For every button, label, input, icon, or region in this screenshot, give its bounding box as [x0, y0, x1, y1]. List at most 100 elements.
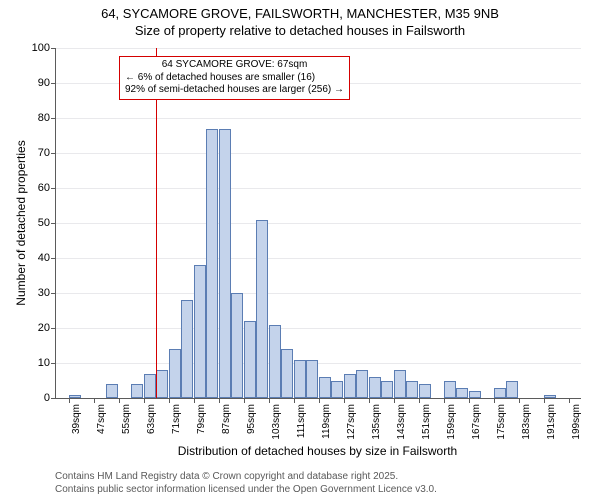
histogram-bar [131, 384, 143, 398]
plot-area: 010203040506070809010039sqm47sqm55sqm63s… [55, 48, 581, 399]
x-tick-label: 159sqm [446, 404, 457, 440]
histogram-bar [294, 360, 306, 399]
histogram-bar [369, 377, 381, 398]
grid-line [56, 328, 581, 329]
histogram-bar [381, 381, 393, 399]
x-tick-label: 111sqm [296, 404, 307, 438]
x-tick-label: 79sqm [196, 404, 207, 434]
y-axis-label: Number of detached properties [14, 140, 28, 305]
x-tick-mark [569, 398, 570, 403]
annotation-line-1: 64 SYCAMORE GROVE: 67sqm [125, 59, 344, 72]
grid-line [56, 188, 581, 189]
x-tick-label: 151sqm [421, 404, 432, 440]
chart-title: 64, SYCAMORE GROVE, FAILSWORTH, MANCHEST… [0, 0, 600, 40]
y-tick-label: 80 [38, 112, 56, 124]
y-tick-label: 40 [38, 252, 56, 264]
x-tick-mark [294, 398, 295, 403]
y-tick-label: 10 [38, 357, 56, 369]
x-tick-mark [219, 398, 220, 403]
x-tick-label: 167sqm [471, 404, 482, 440]
x-tick-label: 55sqm [121, 404, 132, 434]
x-axis-label: Distribution of detached houses by size … [178, 444, 457, 458]
grid-line [56, 293, 581, 294]
x-tick-mark [444, 398, 445, 403]
x-tick-label: 175sqm [496, 404, 507, 440]
histogram-bar [156, 370, 168, 398]
x-tick-mark [419, 398, 420, 403]
histogram-bar [356, 370, 368, 398]
x-tick-label: 71sqm [171, 404, 182, 434]
x-tick-label: 143sqm [396, 404, 407, 440]
x-tick-mark [544, 398, 545, 403]
x-tick-mark [319, 398, 320, 403]
grid-line [56, 258, 581, 259]
grid-line [56, 118, 581, 119]
histogram-bar [494, 388, 506, 399]
y-tick-label: 90 [38, 77, 56, 89]
histogram-bar [169, 349, 181, 398]
histogram-bar [181, 300, 193, 398]
y-tick-label: 60 [38, 182, 56, 194]
title-line-2: Size of property relative to detached ho… [0, 23, 600, 40]
x-tick-mark [269, 398, 270, 403]
x-tick-label: 47sqm [96, 404, 107, 434]
x-tick-mark [394, 398, 395, 403]
grid-line [56, 223, 581, 224]
x-tick-mark [169, 398, 170, 403]
x-tick-label: 63sqm [146, 404, 157, 434]
x-tick-label: 103sqm [271, 404, 282, 440]
y-tick-label: 30 [38, 287, 56, 299]
x-tick-mark [69, 398, 70, 403]
x-tick-mark [194, 398, 195, 403]
x-tick-mark [469, 398, 470, 403]
histogram-bar [331, 381, 343, 399]
y-tick-label: 50 [38, 217, 56, 229]
y-tick-label: 0 [44, 392, 56, 404]
x-tick-label: 191sqm [546, 404, 557, 440]
grid-line [56, 363, 581, 364]
histogram-bar [244, 321, 256, 398]
histogram-bar [406, 381, 418, 399]
annotation-line-3: 92% of semi-detached houses are larger (… [125, 84, 344, 97]
annotation-box: 64 SYCAMORE GROVE: 67sqm ← 6% of detache… [119, 56, 350, 100]
histogram-bar [269, 325, 281, 399]
x-tick-mark [244, 398, 245, 403]
histogram-bar [344, 374, 356, 399]
histogram-bar [506, 381, 518, 399]
title-line-1: 64, SYCAMORE GROVE, FAILSWORTH, MANCHEST… [0, 6, 600, 23]
histogram-chart: 64, SYCAMORE GROVE, FAILSWORTH, MANCHEST… [0, 0, 600, 500]
grid-line [56, 48, 581, 49]
y-tick-label: 20 [38, 322, 56, 334]
histogram-bar [419, 384, 431, 398]
x-tick-label: 127sqm [346, 404, 357, 440]
x-tick-mark [494, 398, 495, 403]
x-tick-label: 135sqm [371, 404, 382, 440]
histogram-bar [306, 360, 318, 399]
attribution-footer: Contains HM Land Registry data © Crown c… [55, 470, 437, 496]
histogram-bar [144, 374, 156, 399]
histogram-bar [219, 129, 231, 399]
x-tick-label: 87sqm [221, 404, 232, 434]
grid-line [56, 153, 581, 154]
footer-line-2: Contains public sector information licen… [55, 483, 437, 496]
x-tick-mark [519, 398, 520, 403]
histogram-bar [206, 129, 218, 399]
footer-line-1: Contains HM Land Registry data © Crown c… [55, 470, 437, 483]
x-tick-label: 119sqm [321, 404, 332, 439]
y-tick-label: 70 [38, 147, 56, 159]
x-tick-mark [94, 398, 95, 403]
property-marker-line [156, 48, 157, 398]
histogram-bar [456, 388, 468, 399]
x-tick-label: 39sqm [71, 404, 82, 434]
x-tick-label: 95sqm [246, 404, 257, 434]
x-tick-mark [144, 398, 145, 403]
histogram-bar [469, 391, 481, 398]
histogram-bar [544, 395, 556, 399]
histogram-bar [106, 384, 118, 398]
histogram-bar [281, 349, 293, 398]
x-tick-label: 183sqm [521, 404, 532, 440]
histogram-bar [194, 265, 206, 398]
x-tick-mark [369, 398, 370, 403]
annotation-line-2: ← 6% of detached houses are smaller (16) [125, 72, 344, 85]
histogram-bar [69, 395, 81, 399]
